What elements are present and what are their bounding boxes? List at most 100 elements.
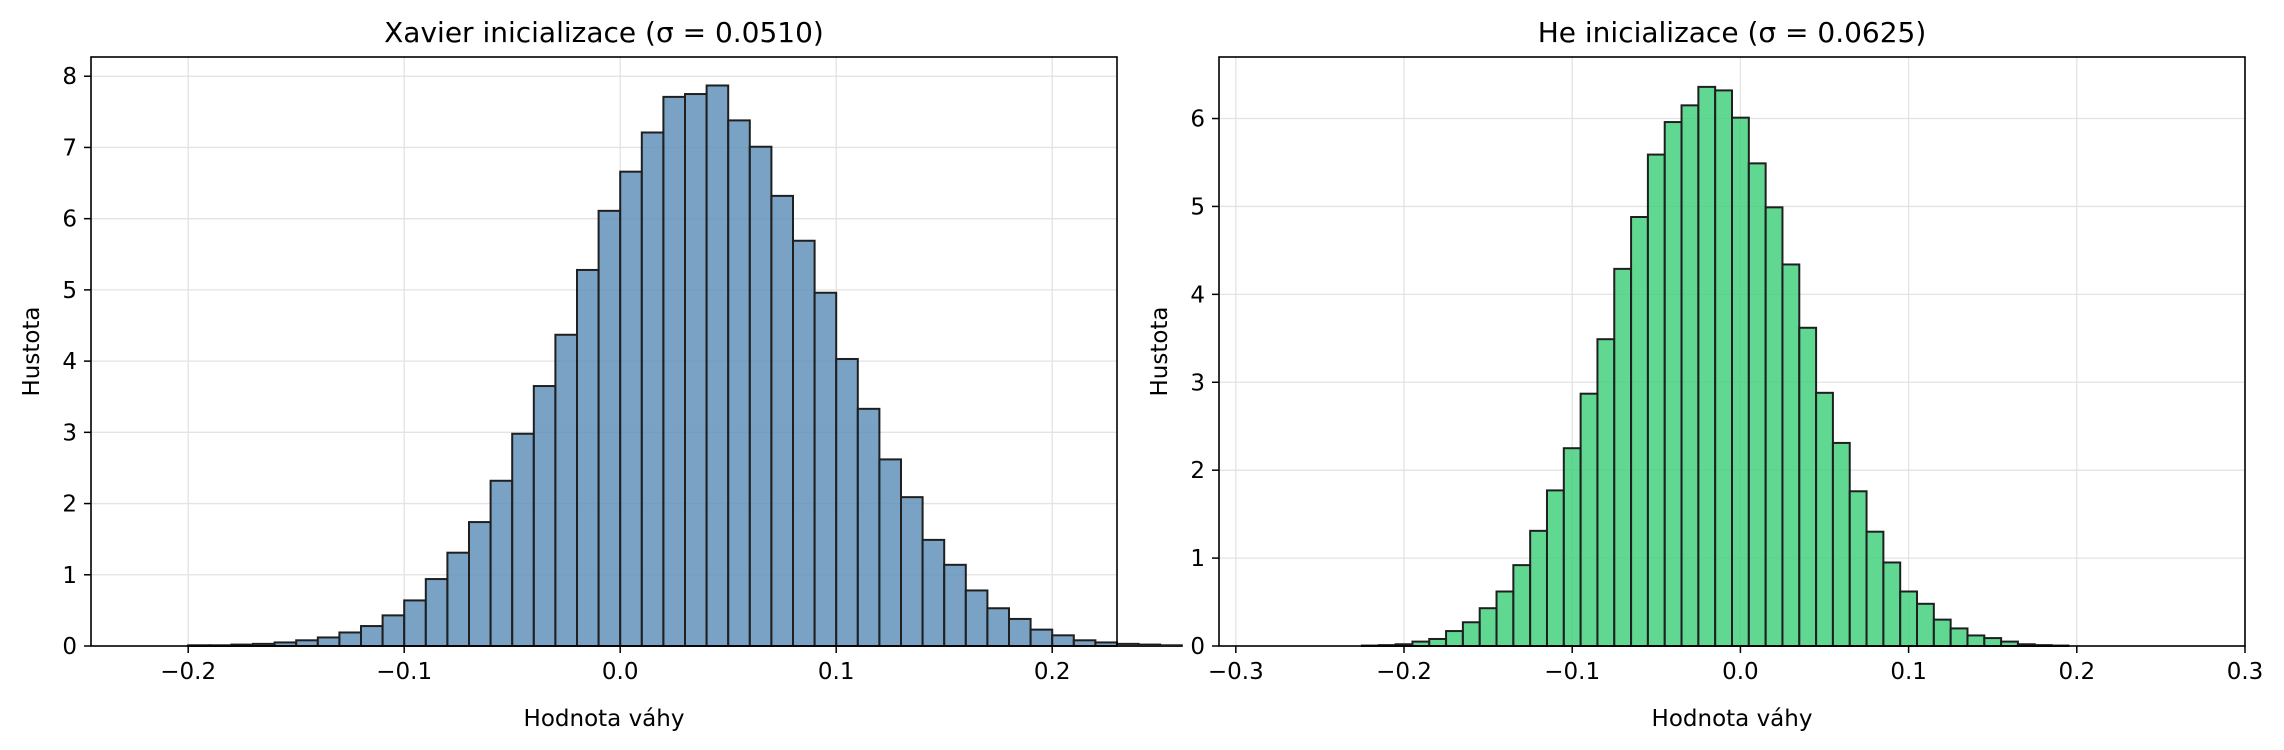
y-axis-label: Hustota (1147, 306, 1173, 396)
histogram-bar (1051, 634, 1075, 648)
histogram-bar (727, 119, 751, 647)
chart-title: Xavier inicializace (σ = 0.0510) (384, 16, 824, 49)
histogram-bar (1899, 590, 1919, 648)
y-axis-label: Hustota (19, 306, 45, 396)
y-tick-label: 2 (1190, 458, 1205, 484)
y-tick-label: 1 (1190, 546, 1205, 572)
histogram-bar (1983, 637, 2003, 648)
histogram-bar (1663, 121, 1683, 648)
histogram-bar (1815, 391, 1834, 647)
histogram-bar (813, 291, 838, 647)
y-tick-label: 7 (62, 135, 77, 161)
histogram-bar (1072, 639, 1097, 648)
histogram-bar (1596, 338, 1616, 647)
histogram-bar (1831, 441, 1851, 648)
histogram-bar (1562, 447, 1582, 648)
y-tick-label: 4 (1190, 282, 1205, 308)
histogram-bar (900, 496, 924, 647)
histogram-bar (576, 268, 600, 647)
histogram-bar (964, 589, 989, 647)
histogram-bar (403, 599, 427, 648)
y-tick-label: 0 (1190, 634, 1205, 660)
x-axis-label: Hodnota váhy (1652, 706, 1813, 732)
y-tick-label: 3 (62, 420, 77, 446)
histogram-bar (1512, 564, 1532, 647)
histogram-bar (1916, 602, 1935, 647)
x-tick-label: 0.2 (2059, 659, 2096, 685)
x-tick-label: 0.2 (1034, 659, 1071, 685)
histogram-bar (1865, 530, 1885, 648)
histogram-bar (1747, 162, 1767, 647)
y-tick-label: 8 (62, 64, 77, 90)
x-tick-label: 0.0 (602, 659, 639, 685)
x-tick-label: 0.1 (1890, 659, 1927, 685)
x-tick-label: 0.1 (818, 659, 855, 685)
histogram-bar (1932, 618, 1952, 648)
x-tick-label: −0.1 (376, 659, 432, 685)
histogram-bar (619, 170, 643, 647)
histogram-bar (1848, 490, 1868, 647)
y-tick-label: 6 (62, 207, 77, 233)
histogram-bar (1630, 215, 1649, 647)
plot-frame (1218, 56, 2246, 647)
histogram-bar (1529, 529, 1548, 648)
histogram-bar (468, 521, 492, 647)
histogram-bar (878, 458, 903, 647)
xavier-histogram-panel: −0.2 −0.1 0.0 0.1 0.2 0 1 2 3 4 5 6 7 8 Xavier inicial… (19, 16, 1183, 732)
histogram-bar (1697, 85, 1717, 648)
x-axis-label: Hodnota váhy (524, 706, 685, 732)
histogram-bar (1116, 642, 1140, 647)
histogram-bar (1646, 153, 1666, 647)
histogram-bar (1731, 116, 1750, 648)
y-tick-label: 2 (62, 492, 77, 518)
histogram-bar (532, 385, 557, 647)
he-histogram-panel: −0.3 −0.2 −0.1 0.0 0.1 0.2 0.3 0 1 2 3 4 5 6 He inicia… (1147, 16, 2263, 732)
histogram-bar (1495, 590, 1515, 648)
histogram-bar (1137, 643, 1162, 647)
histogram-bar (1714, 89, 1733, 648)
histogram-bar (1478, 607, 1498, 647)
histogram-bar (446, 551, 470, 648)
x-tick-label: 0.0 (1722, 659, 1759, 685)
histogram-bar (1781, 263, 1801, 647)
y-tick-label: 5 (62, 278, 77, 304)
histogram-bar (1445, 630, 1464, 648)
histogram-bar (1882, 561, 1902, 647)
histogram-bar (1798, 326, 1818, 647)
histogram-bar (856, 407, 881, 647)
histogram-bar (921, 538, 946, 648)
x-tick-label: −0.1 (1544, 659, 1600, 685)
histogram-bar (1680, 104, 1700, 647)
histogram-bar (1545, 489, 1565, 647)
histogram-bar (1613, 267, 1633, 647)
histogram-bar (360, 625, 384, 648)
plot-frame (90, 56, 1118, 647)
histogram-bar (424, 578, 449, 648)
histogram-bar (1949, 627, 1969, 647)
histogram-bar (1428, 637, 1448, 647)
histogram-bar (554, 333, 579, 647)
histogram-bar (338, 631, 362, 647)
x-tick-label: −0.3 (1208, 659, 1264, 685)
histogram-bar (1029, 628, 1054, 647)
y-tick-label: 4 (62, 349, 77, 375)
histogram-bar (986, 607, 1011, 648)
histogram-bar (1764, 206, 1784, 647)
histogram-bar (943, 563, 967, 647)
histogram-bar (1966, 634, 1986, 647)
histogram-bar (640, 131, 665, 647)
histogram-bar (489, 479, 514, 647)
histogram-bar (316, 636, 341, 647)
histogram-bar (748, 145, 773, 648)
histogram-bar (1159, 644, 1183, 647)
histogram-bar (770, 194, 795, 647)
y-tick-label: 5 (1190, 194, 1205, 220)
histogram-bar (511, 432, 535, 648)
histogram-bar (835, 357, 859, 647)
x-tick-label: −0.2 (1376, 659, 1432, 685)
histogram-bar (662, 95, 687, 648)
x-tick-label: 0.3 (2227, 659, 2264, 685)
y-tick-label: 3 (1190, 370, 1205, 396)
histogram-bar (792, 239, 816, 647)
